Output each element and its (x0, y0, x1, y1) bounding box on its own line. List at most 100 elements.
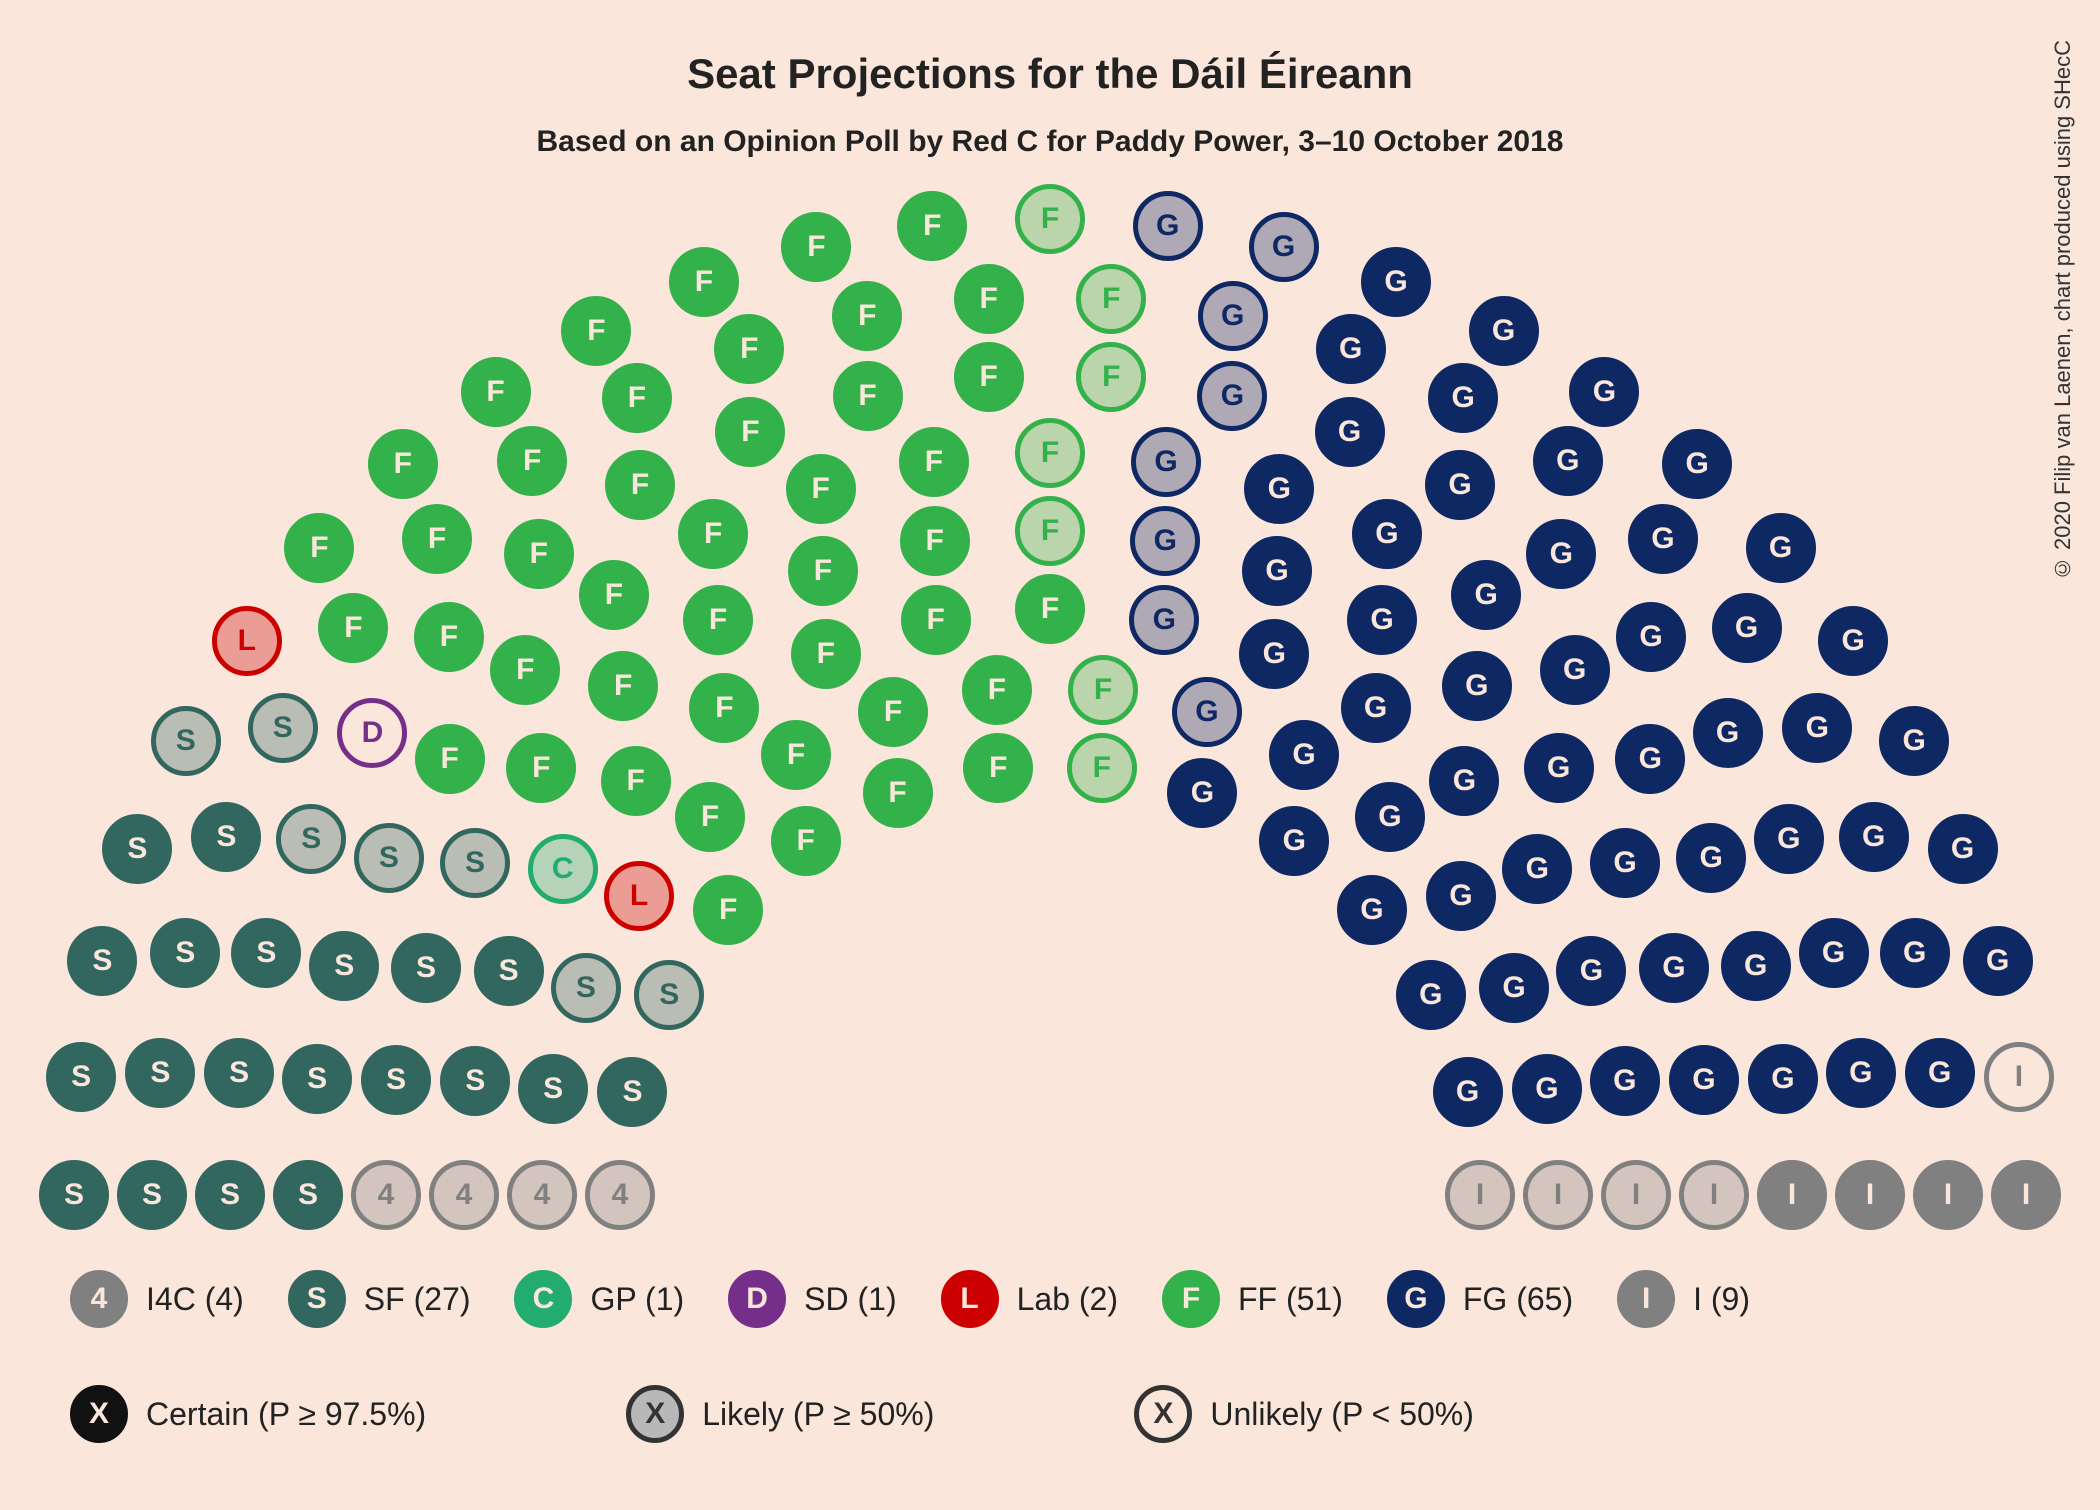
seat: F (900, 506, 970, 576)
seat: F (901, 585, 971, 655)
seat: G (1540, 635, 1610, 705)
seat: F (863, 758, 933, 828)
legend-label: I (9) (1693, 1281, 1750, 1318)
seat: S (125, 1038, 195, 1108)
seat: F (781, 212, 851, 282)
seat: I (1984, 1042, 2054, 1112)
seat: G (1244, 454, 1314, 524)
seat: G (1269, 720, 1339, 790)
seat: G (1905, 1038, 1975, 1108)
legend-label: Likely (P ≥ 50%) (702, 1396, 934, 1433)
seat: G (1693, 698, 1763, 768)
seat: G (1172, 677, 1242, 747)
seat: G (1133, 191, 1203, 261)
seat: F (605, 450, 675, 520)
seat: G (1198, 281, 1268, 351)
seat: G (1676, 823, 1746, 893)
seat: I (1523, 1160, 1593, 1230)
seat: F (683, 585, 753, 655)
seat: G (1337, 875, 1407, 945)
seat: F (791, 619, 861, 689)
legend-label: SF (27) (364, 1281, 471, 1318)
legend-prob-item: X Unlikely (P < 50%) (1134, 1385, 1474, 1443)
seat: I (1991, 1160, 2061, 1230)
seat: L (604, 861, 674, 931)
seat: F (788, 536, 858, 606)
seat: F (414, 602, 484, 672)
seat: G (1355, 782, 1425, 852)
seat: F (318, 593, 388, 663)
legend-swatch: C (514, 1270, 572, 1328)
seat: S (440, 828, 510, 898)
seat: F (714, 314, 784, 384)
seat: S (67, 926, 137, 996)
seat: S (282, 1044, 352, 1114)
seat: F (601, 746, 671, 816)
seat: I (1835, 1160, 1905, 1230)
seat: D (337, 698, 407, 768)
legend-label: FG (65) (1463, 1281, 1573, 1318)
seat: G (1433, 1057, 1503, 1127)
seat: F (715, 397, 785, 467)
legend-swatch: G (1387, 1270, 1445, 1328)
seat: F (1067, 733, 1137, 803)
seat: G (1662, 429, 1732, 499)
seat: G (1315, 397, 1385, 467)
seat: G (1347, 585, 1417, 655)
legend-swatch: I (1617, 1270, 1675, 1328)
legend-swatch: X (70, 1385, 128, 1443)
seat: G (1590, 828, 1660, 898)
seat: S (117, 1160, 187, 1230)
seat: G (1712, 593, 1782, 663)
legend-swatch: X (1134, 1385, 1192, 1443)
seat: G (1428, 363, 1498, 433)
legend-probability: XCertain (P ≥ 97.5%)XLikely (P ≥ 50%)XUn… (70, 1385, 1474, 1443)
seat: F (693, 875, 763, 945)
seat: G (1826, 1038, 1896, 1108)
seat: I (1913, 1160, 1983, 1230)
seat: G (1526, 519, 1596, 589)
seat: S (195, 1160, 265, 1230)
seat: F (561, 296, 631, 366)
seat: S (39, 1160, 109, 1230)
legend-label: Unlikely (P < 50%) (1210, 1396, 1474, 1433)
seat: G (1129, 585, 1199, 655)
seat: G (1442, 651, 1512, 721)
seat: F (954, 342, 1024, 412)
seat: S (102, 814, 172, 884)
seat: 4 (507, 1160, 577, 1230)
seat: F (786, 454, 856, 524)
seat: F (678, 499, 748, 569)
legend-prob-item: XLikely (P ≥ 50%) (626, 1385, 934, 1443)
seat: G (1469, 296, 1539, 366)
seat: F (962, 655, 1032, 725)
legend-party-item: G FG (65) (1387, 1270, 1573, 1328)
seat: F (897, 191, 967, 261)
seat: G (1451, 560, 1521, 630)
seat: G (1818, 606, 1888, 676)
seat: F (1015, 184, 1085, 254)
seat: G (1928, 814, 1998, 884)
seat: S (204, 1038, 274, 1108)
seat: G (1130, 506, 1200, 576)
seat: G (1754, 804, 1824, 874)
seat: S (440, 1046, 510, 1116)
seat: I (1601, 1160, 1671, 1230)
legend-swatch: F (1162, 1270, 1220, 1328)
seat: G (1524, 733, 1594, 803)
seat: G (1249, 212, 1319, 282)
seat: F (832, 281, 902, 351)
seat: G (1963, 926, 2033, 996)
seat: S (150, 918, 220, 988)
seat: G (1721, 931, 1791, 1001)
legend-party-item: LLab (2) (941, 1270, 1118, 1328)
legend-label: GP (1) (590, 1281, 684, 1318)
seat: G (1131, 427, 1201, 497)
seat: G (1352, 499, 1422, 569)
seat: S (46, 1042, 116, 1112)
seat: G (1242, 536, 1312, 606)
seat: S (248, 693, 318, 763)
seat: G (1616, 602, 1686, 672)
seat: G (1569, 357, 1639, 427)
seat: I (1445, 1160, 1515, 1230)
